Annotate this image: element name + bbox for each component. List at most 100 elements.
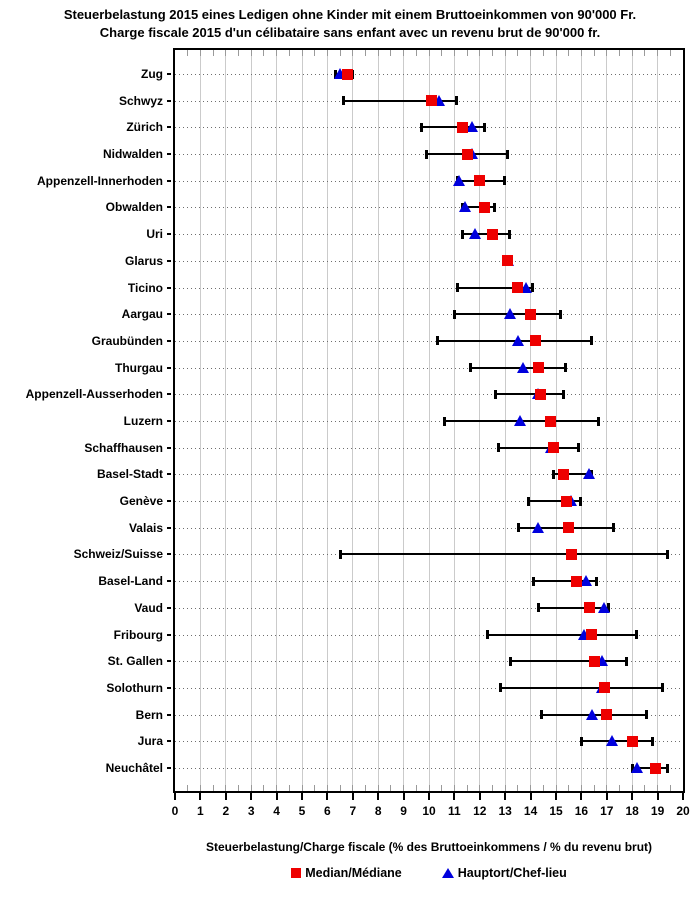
median-marker — [547, 442, 559, 454]
x-tick-label: 2 — [222, 804, 230, 818]
range-cap-min — [468, 363, 472, 373]
range-cap-min — [486, 630, 490, 640]
range-cap-min — [537, 603, 541, 613]
canton-label: Ticino — [127, 280, 163, 295]
capital-marker — [504, 308, 517, 320]
x-minor-tick-bottom — [199, 785, 201, 791]
x-minor-tick-bottom — [314, 785, 316, 791]
row-dotted-line — [175, 607, 683, 609]
x-minor-tick-top — [492, 50, 493, 56]
canton-label: Basel-Stadt — [96, 467, 163, 482]
range-cap-min — [580, 736, 584, 746]
range-bar — [342, 99, 457, 102]
range-cap-max — [597, 416, 601, 426]
range-bar — [510, 660, 628, 663]
vertical-gridline — [606, 50, 608, 791]
capital-marker — [585, 708, 598, 720]
range-bar — [487, 633, 638, 636]
canton-label: Glarus — [124, 253, 163, 268]
range-bar — [500, 686, 663, 689]
x-minor-tick-top — [580, 50, 582, 56]
median-marker — [626, 735, 638, 747]
range-bar — [495, 393, 564, 396]
row-dotted-line — [175, 180, 683, 182]
canton-label: Bern — [135, 707, 163, 722]
median-marker — [545, 415, 557, 427]
y-axis-tick — [167, 713, 171, 716]
y-axis-tick — [167, 473, 171, 476]
median-marker — [560, 495, 572, 507]
x-minor-tick-bottom — [619, 785, 620, 791]
x-minor-tick-top — [339, 50, 341, 56]
x-major-tick — [580, 793, 583, 800]
legend-median-label: Median/Médiane — [305, 866, 402, 880]
x-minor-tick-bottom — [415, 785, 417, 791]
x-minor-tick-top — [657, 50, 659, 56]
x-minor-tick-bottom — [669, 785, 671, 791]
median-marker — [461, 148, 473, 160]
range-bar — [497, 446, 579, 449]
y-axis-tick — [167, 393, 171, 396]
capital-marker — [577, 628, 590, 640]
range-cap-min — [453, 309, 457, 319]
x-minor-tick-top — [415, 50, 417, 56]
y-axis-tick — [167, 126, 171, 129]
x-tick-label: 9 — [400, 804, 407, 818]
vertical-gridline — [276, 50, 278, 791]
range-cap-max — [493, 202, 497, 212]
x-minor-tick-top — [326, 50, 328, 56]
range-bar — [462, 206, 496, 209]
median-square-icon — [291, 868, 302, 878]
median-marker — [535, 388, 547, 400]
median-marker — [479, 201, 491, 213]
x-minor-tick-bottom — [403, 785, 405, 791]
capital-marker — [598, 601, 611, 613]
capital-marker — [458, 201, 471, 213]
x-minor-tick-top — [644, 50, 646, 56]
range-cap-max — [576, 443, 580, 453]
capital-marker — [631, 762, 644, 773]
x-minor-tick-bottom — [225, 785, 227, 791]
range-cap-min — [435, 336, 439, 346]
median-marker — [570, 575, 582, 587]
canton-label: Zürich — [126, 120, 163, 135]
x-tick-label: 13 — [498, 804, 512, 818]
vertical-gridline — [199, 50, 201, 791]
row-dotted-line — [175, 741, 683, 743]
range-bar — [553, 473, 592, 476]
x-minor-tick-bottom — [250, 785, 252, 791]
x-minor-tick-top — [606, 50, 608, 56]
canton-label: Vaud — [134, 600, 163, 615]
vertical-gridline — [657, 50, 659, 791]
median-marker — [588, 655, 600, 667]
x-minor-tick-bottom — [631, 785, 633, 791]
vertical-gridline — [352, 50, 354, 791]
y-axis-tick — [167, 99, 171, 102]
x-minor-tick-bottom — [492, 785, 493, 791]
y-axis-tick — [167, 526, 171, 529]
x-minor-tick-top — [542, 50, 544, 56]
x-major-tick — [656, 793, 659, 800]
x-major-tick — [428, 793, 430, 800]
x-tick-label: 19 — [650, 804, 665, 818]
x-minor-tick-bottom — [530, 785, 532, 791]
vertical-gridline — [631, 50, 633, 791]
x-major-tick — [250, 793, 253, 800]
chart-title-line-de: Steuerbelastung 2015 eines Ledigen ohne … — [63, 7, 637, 22]
row-dotted-line — [175, 340, 683, 342]
capital-marker — [468, 228, 481, 240]
x-minor-tick-top — [301, 50, 303, 56]
range-cap-max — [561, 389, 565, 399]
x-minor-tick-top — [199, 50, 201, 56]
y-axis-tick — [167, 740, 171, 743]
x-major-tick — [301, 793, 303, 800]
x-minor-tick-bottom — [580, 785, 582, 791]
y-axis-tick — [167, 206, 171, 209]
x-minor-tick-bottom — [352, 785, 354, 791]
row-dotted-line — [175, 74, 683, 75]
x-minor-tick-bottom — [288, 785, 290, 791]
plot-area — [167, 48, 685, 793]
x-minor-tick-bottom — [390, 785, 392, 791]
canton-label: Basel-Land — [98, 574, 163, 589]
